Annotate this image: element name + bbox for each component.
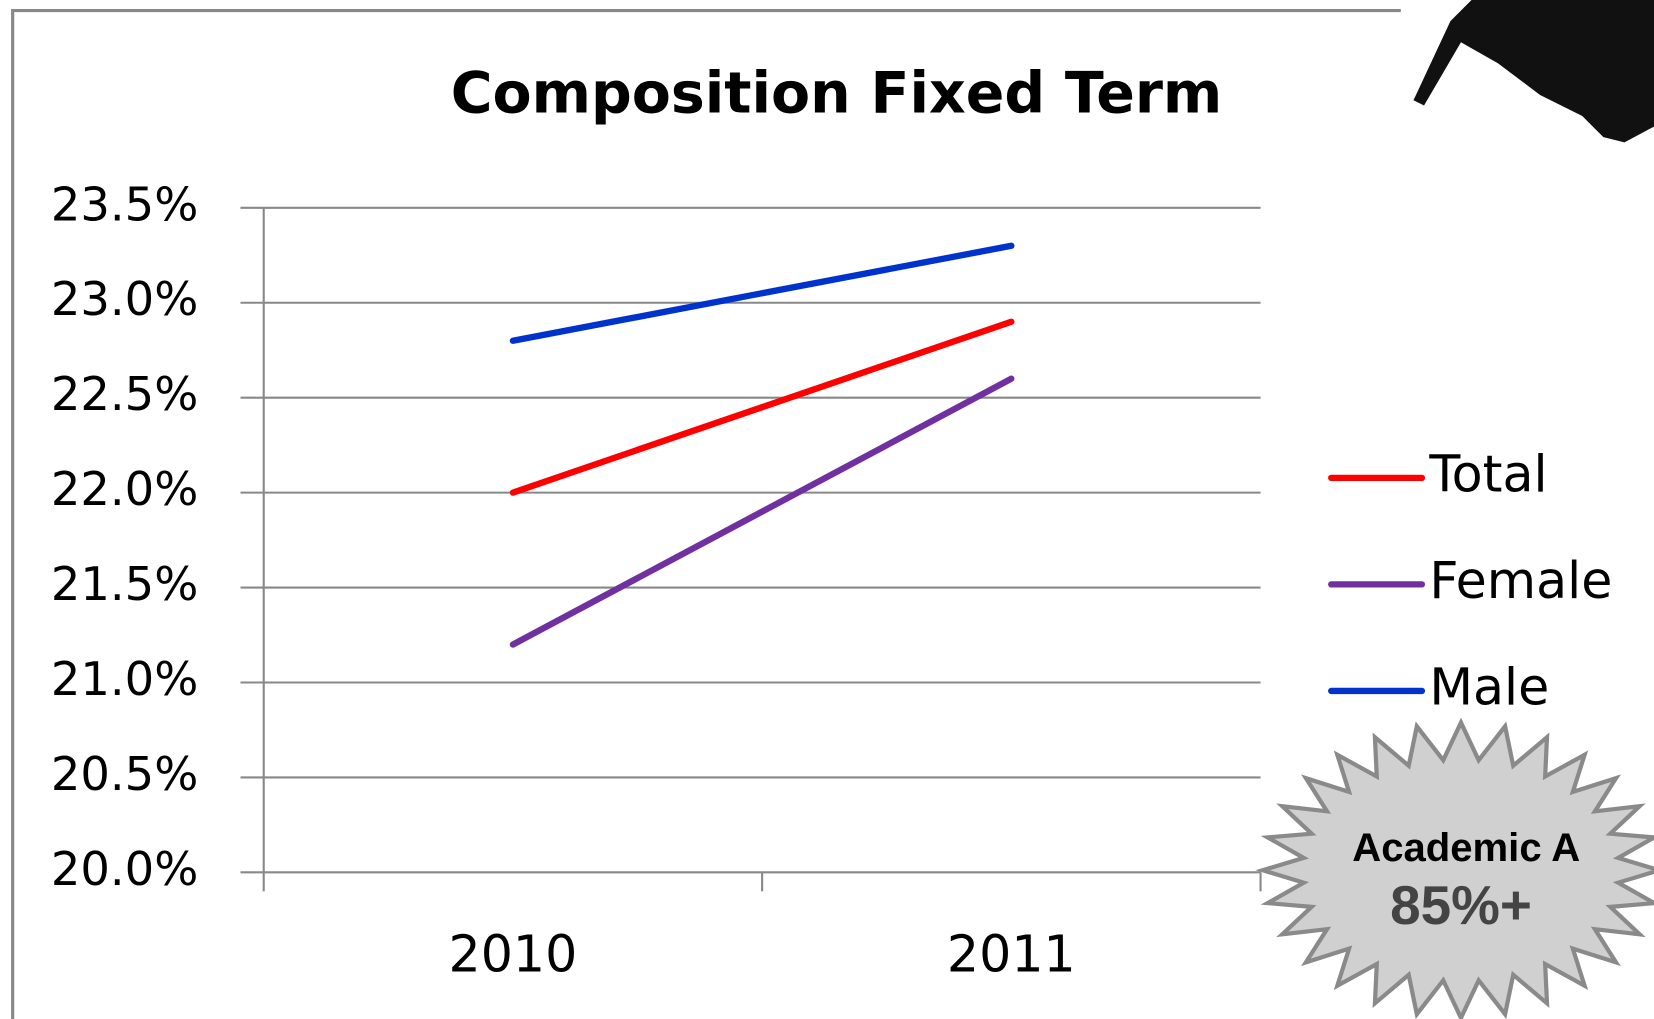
y-tick-label: 21.0% (51, 652, 198, 706)
series-line (509, 242, 1015, 344)
series-line (509, 375, 1015, 648)
y-tick-label: 23.5% (51, 177, 198, 231)
x-tick-label: 2010 (448, 924, 577, 983)
series-line (509, 318, 1015, 496)
x-tick-label: 2011 (947, 924, 1076, 983)
chart-title: Composition Fixed Term (451, 61, 1223, 127)
legend-label: Total (1428, 444, 1547, 503)
annotation: Academic A (1352, 826, 1580, 870)
y-tick-label: 22.0% (51, 462, 198, 516)
y-tick-label: 23.0% (51, 272, 198, 326)
y-tick-label: 20.5% (51, 747, 198, 801)
y-tick-label: 22.5% (51, 367, 198, 421)
y-tick-label: 21.5% (51, 557, 198, 611)
decoration (1413, 0, 1654, 143)
frame (11, 8, 1401, 1019)
legend-label: Male (1429, 657, 1549, 716)
starburst (1255, 717, 1654, 1019)
legend-label: Female (1429, 551, 1612, 610)
y-tick-label: 20.0% (51, 842, 198, 896)
annotation: 85%+ (1390, 874, 1532, 936)
